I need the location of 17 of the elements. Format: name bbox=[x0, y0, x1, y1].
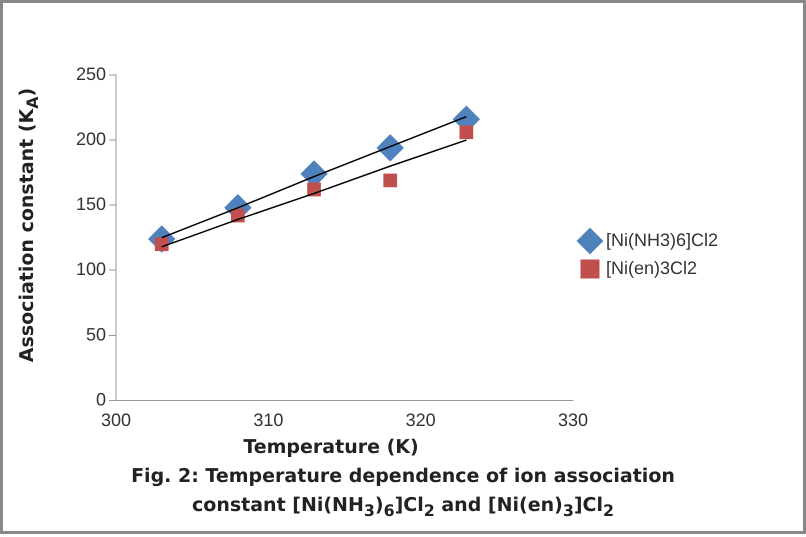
y-tick-label: 250 bbox=[76, 64, 106, 84]
y-tick-label: 200 bbox=[76, 129, 106, 150]
legend-label: [Ni(en)3Cl2 bbox=[606, 258, 698, 278]
x-axis-title: Temperature (K) bbox=[243, 436, 419, 458]
x-tick-label: 320 bbox=[406, 410, 436, 430]
y-tick-label: 50 bbox=[86, 324, 106, 344]
legend-label: [Ni(NH3)6]Cl2 bbox=[606, 230, 718, 250]
x-tick-label: 300 bbox=[101, 410, 132, 430]
point bbox=[383, 174, 398, 188]
y-tick-label: 0 bbox=[96, 389, 106, 410]
y-tick-label: 100 bbox=[76, 259, 106, 280]
x-tick-label: 330 bbox=[558, 410, 588, 430]
chart-title: Fig. 2: Temperature dependence of ion association constant [Ni(NH$_{3}$)$_{6}$]Cl$_{2}$ and [Ni(en)$_{3}$]Cl$_{2}$ bbox=[131, 465, 675, 520]
x-tick-label: 310 bbox=[253, 410, 284, 430]
point bbox=[460, 125, 474, 140]
point bbox=[376, 134, 404, 162]
y-tick-label: 150 bbox=[76, 194, 106, 214]
